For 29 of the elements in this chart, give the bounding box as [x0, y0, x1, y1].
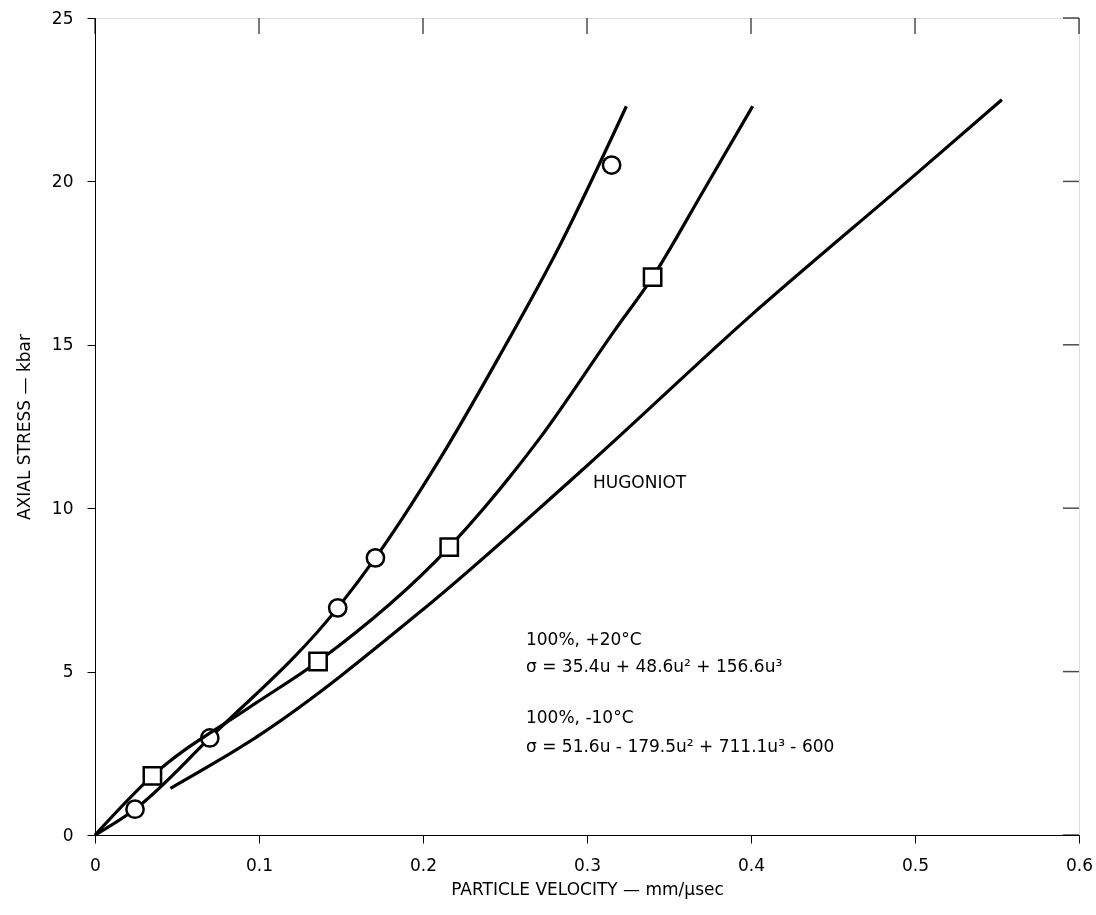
annotation: σ = 35.4u + 48.6u² + 156.6u³	[525, 655, 783, 676]
y-tick-label: 25	[51, 7, 74, 28]
annotation: σ = 51.6u - 179.5u² + 711.1u³ - 600	[525, 735, 835, 756]
x-tick-label: 0.6	[1065, 854, 1094, 875]
point	[327, 597, 348, 618]
x-tick-label: 0.2	[409, 854, 438, 875]
y-axis-title: AXIAL STRESS — kbar	[13, 334, 34, 520]
x-tick-label: 0	[90, 854, 101, 875]
y-tick-label: 0	[62, 824, 74, 845]
y-tick-label: 10	[51, 497, 74, 518]
point	[642, 267, 663, 288]
point	[439, 537, 460, 557]
x-tick-label: 0.1	[245, 854, 274, 875]
point	[125, 799, 145, 820]
line-series	[168, 98, 1004, 790]
point	[601, 155, 622, 175]
x-tick-label: 0.5	[901, 854, 930, 875]
point	[365, 547, 386, 568]
series-label: HUGONIOT	[592, 471, 687, 492]
y-tick-label: 20	[51, 170, 74, 191]
annotation: 100%, +20°C	[525, 628, 642, 649]
annotation: 100%, -10°C	[525, 707, 634, 728]
x-tick-label: 0.4	[737, 854, 766, 875]
point	[142, 765, 163, 786]
x-tick-label: 0.3	[573, 854, 602, 875]
point	[308, 651, 328, 672]
x-axis-title: PARTICLE VELOCITY — mm/μsec	[451, 878, 724, 899]
y-tick-label: 15	[51, 334, 74, 355]
y-tick-label: 5	[62, 661, 74, 682]
